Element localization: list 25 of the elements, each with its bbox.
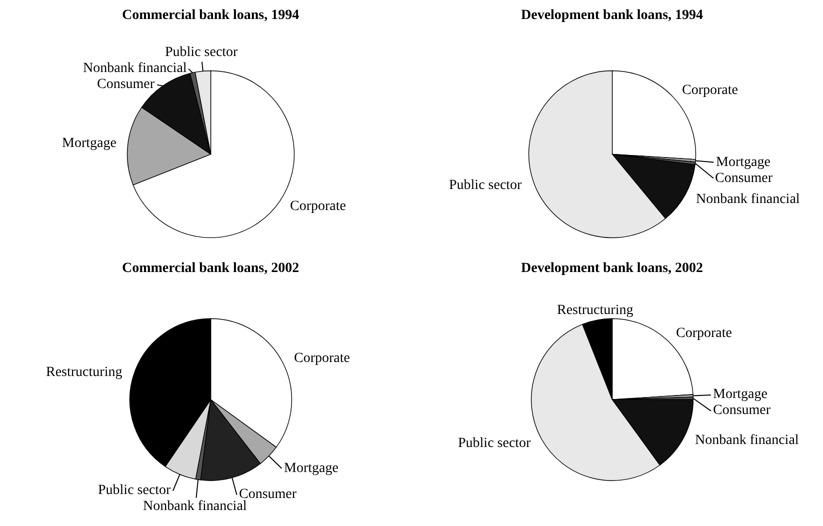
slice-label: Corporate — [676, 326, 732, 341]
slice-label: Restructuring — [557, 303, 634, 318]
slice-label: Corporate — [682, 83, 738, 98]
slice-label: Nonbank financial — [696, 192, 800, 207]
chart-title: Development bank loans, 1994 — [521, 8, 704, 23]
slice-label: Public sector — [458, 436, 532, 451]
slice-label: Consumer — [715, 171, 773, 186]
chart-title: Development bank loans, 2002 — [521, 261, 704, 276]
slice-label: Restructuring — [46, 365, 122, 380]
slice-label: Public sector — [165, 45, 238, 60]
slice-label: Corporate — [294, 351, 350, 366]
slice-label: Consumer — [97, 77, 155, 92]
slice-label: Public sector — [449, 178, 522, 193]
slice-label: Mortgage — [62, 136, 116, 151]
slice-label: Corporate — [290, 199, 346, 214]
slice-label: Consumer — [713, 403, 771, 418]
slice-label: Nonbank financial — [83, 61, 187, 76]
slice-label: Mortgage — [284, 461, 338, 476]
slice-label: Public sector — [98, 483, 172, 498]
slice-label: Mortgage — [713, 387, 768, 402]
chart-title: Commercial bank loans, 1994 — [122, 8, 300, 23]
slice-label: Mortgage — [716, 155, 770, 170]
slice-label: Nonbank financial — [695, 433, 799, 448]
slice-label: Nonbank financial — [143, 499, 247, 514]
chart-title: Commercial bank loans, 2002 — [122, 261, 300, 276]
